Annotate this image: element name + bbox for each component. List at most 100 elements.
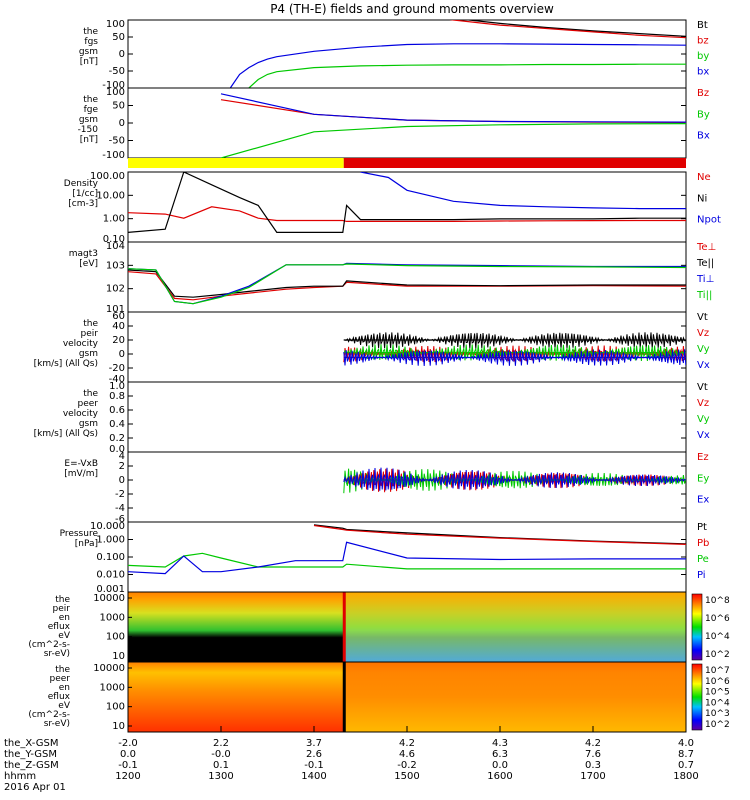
y-axis-label: [cm-3] bbox=[68, 199, 98, 209]
colorbar-tick-label: 10^5 bbox=[705, 688, 730, 698]
panel-peir_spec: 1000010001001010^810^610^410^2thepeirene… bbox=[28, 591, 730, 663]
series-line-bz bbox=[449, 20, 686, 39]
series-group bbox=[128, 172, 686, 233]
series-group bbox=[128, 262, 686, 305]
y-tick-label: -100 bbox=[102, 80, 125, 91]
x-tick-label: 4.3 bbox=[492, 738, 508, 749]
legend-entry: Pi bbox=[697, 570, 706, 581]
y-axis-label: peer bbox=[50, 674, 71, 684]
colorbar-tick-label: 10^4 bbox=[705, 698, 730, 708]
colorbar bbox=[691, 593, 703, 661]
y-axis-label: magt3 bbox=[69, 249, 98, 259]
y-tick-label: 0 bbox=[119, 475, 125, 486]
plot-frame bbox=[127, 87, 687, 159]
x-tick-label: 8.7 bbox=[678, 749, 694, 760]
y-tick-label: 0.001 bbox=[96, 584, 125, 595]
legend-entry: By bbox=[697, 109, 710, 120]
y-tick-label: 10000 bbox=[93, 663, 125, 674]
y-tick-label: 0.100 bbox=[96, 552, 125, 563]
colorbar bbox=[691, 663, 703, 731]
panel-temp: 104 103 102 101 magt3[eV] Te⊥ Te|| Ti⊥ Ti|| bbox=[69, 241, 717, 315]
legend-entry: Vz bbox=[697, 398, 709, 409]
y-axis-label: [1/cc] bbox=[72, 189, 98, 199]
y-axis-label: gsm bbox=[79, 419, 98, 429]
y-tick-label: 2 bbox=[119, 461, 125, 472]
x-row-label: hhmm bbox=[4, 771, 36, 782]
legend-entry: Vz bbox=[697, 328, 709, 339]
y-axis-label: (cm^2-s- bbox=[28, 710, 70, 720]
y-tick-label: 1.000 bbox=[96, 535, 125, 546]
legend-entry: Vy bbox=[697, 344, 710, 355]
y-axis-label: gsm bbox=[79, 47, 98, 57]
y-tick-label: 0.010 bbox=[96, 570, 125, 581]
colorbar-tick-label: 10^2 bbox=[705, 650, 730, 660]
y-tick-label: 0 bbox=[119, 118, 125, 129]
y-axis-label: sr-eV) bbox=[44, 649, 70, 659]
y-tick-label: 101 bbox=[106, 304, 125, 315]
x-tick-label: 4.0 bbox=[678, 738, 694, 749]
y-tick-label: 0.0 bbox=[109, 444, 125, 455]
y-tick-label: -50 bbox=[109, 136, 125, 147]
series-group bbox=[128, 524, 686, 575]
y-axis-label: Pressure bbox=[60, 529, 99, 539]
legend-entry: Bx bbox=[697, 131, 710, 142]
legend-entry: Ti⊥ bbox=[696, 274, 714, 285]
y-tick-label: 100 bbox=[106, 632, 125, 643]
legend-entry: Pt bbox=[697, 522, 707, 533]
legend-entry: Ey bbox=[697, 473, 709, 484]
y-tick-label: 0.8 bbox=[109, 391, 125, 402]
x-tick-label: 1500 bbox=[394, 771, 419, 782]
y-tick-label: 100.00 bbox=[90, 171, 125, 182]
y-tick-label: 0 bbox=[119, 49, 125, 60]
series-line-Te⊥ bbox=[128, 271, 686, 301]
legend-entry: Ne bbox=[697, 172, 711, 183]
series-group bbox=[220, 93, 686, 158]
y-axis-label: [eV] bbox=[79, 259, 98, 269]
legend-entry: Ni bbox=[697, 193, 707, 204]
y-axis-label: velocity bbox=[63, 339, 99, 349]
y-tick-label: -4 bbox=[115, 503, 125, 514]
series-line-Pi bbox=[128, 541, 686, 575]
y-tick-label: 1.00 bbox=[103, 214, 125, 225]
y-axis-label: [nPa] bbox=[75, 539, 98, 549]
y-axis-label: en bbox=[59, 613, 70, 623]
y-tick-label: 4 bbox=[119, 451, 125, 462]
legend-entry: Ex bbox=[697, 495, 709, 506]
y-tick-label: 104 bbox=[106, 241, 125, 252]
legend-entry: Vx bbox=[697, 430, 710, 441]
y-tick-label: 10 bbox=[112, 721, 125, 732]
legend-entry: Ez bbox=[697, 452, 709, 463]
y-tick-label: 0.10 bbox=[103, 234, 125, 245]
y-axis-label: [nT] bbox=[80, 57, 98, 67]
series-group bbox=[343, 467, 686, 494]
y-axis-label: the bbox=[83, 27, 98, 37]
legend-entry: bx bbox=[697, 67, 709, 78]
x-tick-label: 4.2 bbox=[399, 738, 415, 749]
y-tick-label: -100 bbox=[102, 150, 125, 161]
y-tick-label: 1000 bbox=[100, 682, 125, 693]
series-line-Npot bbox=[360, 172, 686, 210]
y-tick-label: 0.2 bbox=[109, 433, 125, 444]
x-tick-label: 1300 bbox=[208, 771, 233, 782]
series-line-Ne bbox=[128, 206, 686, 222]
legend-entry: Ti|| bbox=[696, 290, 712, 301]
series-line-Bx bbox=[220, 93, 686, 123]
panel-peer_spec: 10000 1000 100 10 10^710^610^510^410^310^2 th… bbox=[28, 661, 730, 733]
x-tick-label: -0.1 bbox=[304, 760, 324, 771]
y-tick-label: -2 bbox=[115, 489, 125, 500]
panel-mode bbox=[128, 158, 686, 168]
x-tick-label: 1200 bbox=[115, 771, 140, 782]
y-axis-label: [km/s] (All Qs) bbox=[34, 429, 98, 439]
x-tick-label: 3.7 bbox=[306, 738, 322, 749]
legend-entry: Te|| bbox=[696, 258, 714, 269]
x-tick-label: 0.1 bbox=[213, 760, 229, 771]
y-tick-label: 0.6 bbox=[109, 405, 125, 416]
y-tick-label: -40 bbox=[109, 374, 125, 385]
x-tick-label: -2.0 bbox=[118, 738, 138, 749]
y-axis-label: peir bbox=[53, 604, 71, 614]
legend-entry: Npot bbox=[697, 215, 721, 226]
series-line-Pe bbox=[128, 552, 686, 570]
mode-bar-segment bbox=[128, 158, 344, 168]
